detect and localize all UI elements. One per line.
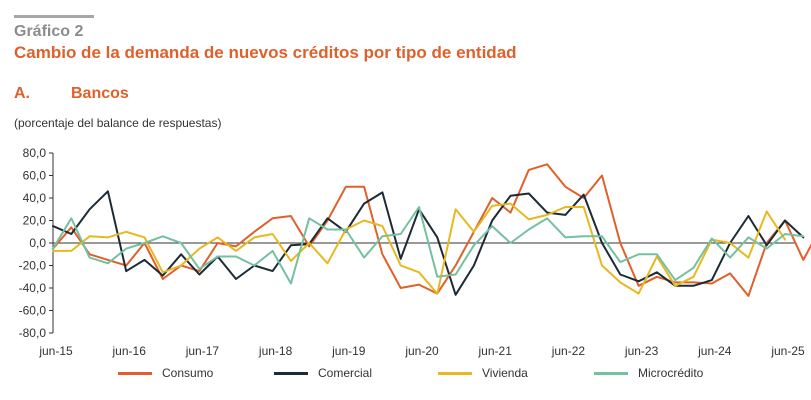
x-tick-label: jun-23	[624, 344, 659, 358]
panel-title: Bancos	[71, 85, 129, 102]
y-tick-label: -80,0	[19, 326, 47, 340]
legend-item: Comercial	[274, 366, 372, 380]
legend-swatch	[274, 371, 308, 375]
legend-item: Consumo	[118, 366, 213, 380]
figure-title: Cambio de la demanda de nuevos créditos …	[14, 43, 517, 62]
panel-letter: A.	[14, 85, 30, 102]
x-tick-label: jun-16	[112, 344, 147, 358]
legend-swatch	[118, 371, 152, 375]
legend-item: Microcrédito	[594, 366, 703, 380]
y-tick-label: 60,0	[23, 169, 47, 183]
y-tick-label: 20,0	[23, 214, 47, 228]
x-tick-label: jun-17	[185, 344, 220, 358]
y-tick-label: -20,0	[19, 259, 47, 273]
series-line-microcrdito	[52, 206, 805, 285]
legend-label: Comercial	[318, 366, 373, 380]
legend: Consumo Comercial Vivienda Microcrédito	[0, 366, 811, 386]
y-tick-label: 0,0	[29, 236, 46, 250]
y-tick-label: 40,0	[23, 191, 47, 205]
x-tick-label: jun-15	[38, 344, 73, 358]
series-line-vivienda	[52, 202, 786, 295]
title-rule	[14, 15, 94, 18]
y-tick-label: 80,0	[23, 146, 47, 160]
x-tick-label: jun-21	[478, 344, 513, 358]
legend-swatch	[438, 371, 472, 375]
x-tick-label: jun-24	[697, 344, 732, 358]
x-tick-label: jun-25	[770, 344, 805, 358]
legend-item: Vivienda	[438, 366, 528, 380]
x-tick-label: jun-19	[331, 344, 366, 358]
y-axis: 80,0 60,0 40,0 20,0 0,0 -20,0 -40,0 -60,0 -80,0	[19, 146, 54, 340]
x-tick-label: jun-18	[258, 344, 293, 358]
x-axis: jun-15 jun-16 jun-17 jun-18 jun-19 jun-20 jun-…	[38, 242, 805, 358]
series-line-consumo	[52, 163, 811, 297]
legend-label: Microcrédito	[638, 366, 704, 380]
legend-label: Consumo	[162, 366, 214, 380]
x-tick-label: jun-22	[551, 344, 586, 358]
units-label: (porcentaje del balance de respuestas)	[14, 116, 222, 130]
y-tick-label: -40,0	[19, 281, 47, 295]
legend-label: Vivienda	[482, 366, 528, 380]
legend-swatch	[594, 371, 628, 375]
series-lines	[52, 163, 811, 297]
figure-label: Gráfico 2	[14, 23, 84, 40]
series-line-comercial	[52, 190, 805, 296]
y-tick-label: -60,0	[19, 304, 47, 318]
x-tick-label: jun-20	[404, 344, 439, 358]
